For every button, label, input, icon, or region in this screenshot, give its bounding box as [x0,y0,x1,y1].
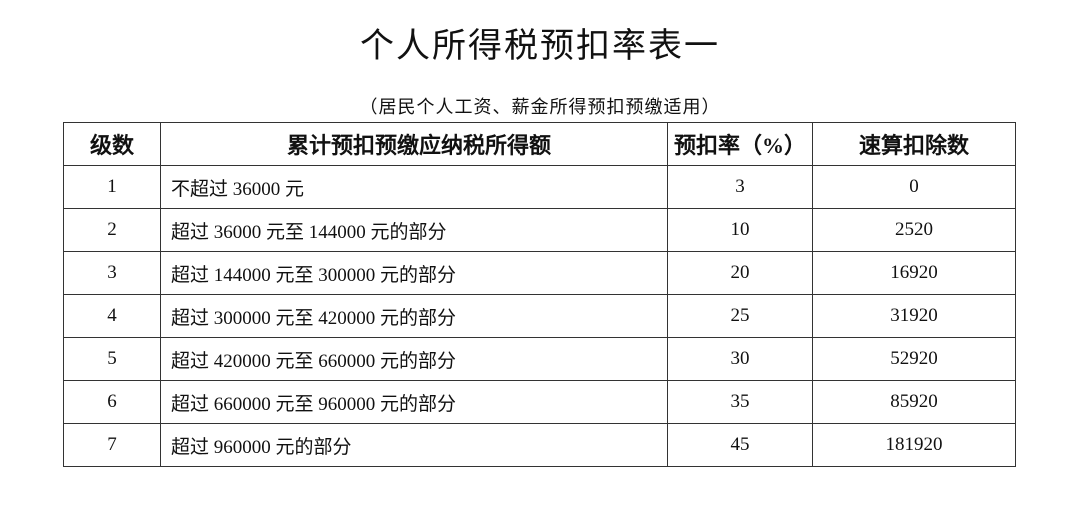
cell-income-range: 不超过 36000 元 [160,165,668,209]
header-rate: 预扣率（%） [667,122,813,166]
table-row: 3 超过 144000 元至 300000 元的部分 20 16920 [63,251,1016,295]
cell-income-range: 超过 36000 元至 144000 元的部分 [160,208,668,252]
table-row: 5 超过 420000 元至 660000 元的部分 30 52920 [63,337,1016,381]
cell-income-range: 超过 144000 元至 300000 元的部分 [160,251,668,295]
header-deduction: 速算扣除数 [812,122,1016,166]
cell-level: 3 [63,251,161,295]
cell-deduction: 0 [812,165,1016,209]
header-income: 累计预扣预缴应纳税所得额 [160,122,668,166]
cell-deduction: 181920 [812,423,1016,467]
cell-income-range: 超过 420000 元至 660000 元的部分 [160,337,668,381]
cell-deduction: 85920 [812,380,1016,424]
cell-level: 6 [63,380,161,424]
page-title: 个人所得税预扣率表一 [360,26,720,66]
header-level: 级数 [63,122,161,166]
cell-rate: 20 [667,251,813,295]
cell-level: 5 [63,337,161,381]
cell-income-range: 超过 300000 元至 420000 元的部分 [160,294,668,338]
table-row: 4 超过 300000 元至 420000 元的部分 25 31920 [63,294,1016,338]
cell-rate: 10 [667,208,813,252]
cell-income-range: 超过 960000 元的部分 [160,423,668,467]
cell-rate: 45 [667,423,813,467]
cell-rate: 3 [667,165,813,209]
cell-level: 4 [63,294,161,338]
table-row: 6 超过 660000 元至 960000 元的部分 35 85920 [63,380,1016,424]
page-subtitle: （居民个人工资、薪金所得预扣预缴适用） [359,97,721,117]
tax-rate-table: 级数 累计预扣预缴应纳税所得额 预扣率（%） 速算扣除数 1 不超过 36000 … [63,122,1016,467]
cell-rate: 25 [667,294,813,338]
cell-level: 7 [63,423,161,467]
cell-level: 2 [63,208,161,252]
cell-rate: 30 [667,337,813,381]
cell-deduction: 52920 [812,337,1016,381]
cell-rate: 35 [667,380,813,424]
cell-deduction: 16920 [812,251,1016,295]
cell-income-range: 超过 660000 元至 960000 元的部分 [160,380,668,424]
cell-level: 1 [63,165,161,209]
table-row: 2 超过 36000 元至 144000 元的部分 10 2520 [63,208,1016,252]
table-header-row: 级数 累计预扣预缴应纳税所得额 预扣率（%） 速算扣除数 [63,122,1016,166]
cell-deduction: 2520 [812,208,1016,252]
cell-deduction: 31920 [812,294,1016,338]
table-row: 7 超过 960000 元的部分 45 181920 [63,423,1016,467]
